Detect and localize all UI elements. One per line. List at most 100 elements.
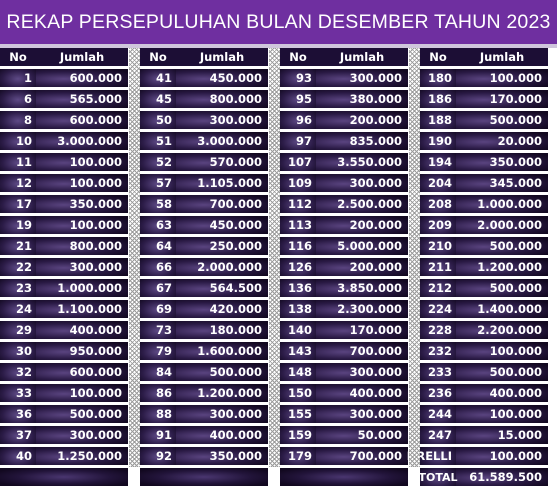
cell-no: 6 [0, 90, 36, 108]
cell-jumlah: 2.000.000 [197, 260, 262, 274]
cell-jumlah: 500.000 [69, 407, 122, 421]
cell-no: 233 [420, 363, 456, 381]
cell-no: 211 [420, 258, 456, 276]
table-row: 190 20.000 [420, 132, 548, 150]
cell-no: 86 [140, 384, 176, 402]
cell-no: 247 [420, 426, 456, 444]
cell-no: 212 [420, 279, 456, 297]
column-group-2: No Jumlah 41 450.000 45 800.000 50 300.000 51 3.0… [140, 48, 268, 486]
cell-jumlah: 1.105.000 [197, 176, 262, 190]
column-group-4: No Jumlah 180 100.000 186 170.000 188 500.000 19… [407, 48, 548, 486]
cell-jumlah: 350.000 [209, 449, 262, 463]
column-group-1: No Jumlah 1 600.000 6 565.000 8 600.000 10 3.000.… [0, 48, 128, 486]
table-row: 6 565.000 [0, 90, 128, 108]
cell-jumlah: 100.000 [69, 176, 122, 190]
cell-no: 41 [140, 69, 176, 87]
table-row: 36 500.000 [0, 405, 128, 423]
cell-jumlah: 400.000 [69, 323, 122, 337]
cell-jumlah: 800.000 [209, 92, 262, 106]
cell-jumlah: 700.000 [349, 344, 402, 358]
table-row: 37 300.000 [0, 426, 128, 444]
table-row: 107 3.550.000 [280, 153, 408, 171]
cell-jumlah: 700.000 [209, 197, 262, 211]
cell-jumlah: 400.000 [349, 386, 402, 400]
cell-no: 37 [0, 426, 36, 444]
empty-row [140, 468, 268, 486]
total-label: TOTAL [418, 468, 458, 486]
cell-jumlah: 100.000 [489, 71, 542, 85]
cell-no: 50 [140, 111, 176, 129]
table-row: 11 100.000 [0, 153, 128, 171]
table-row: 97 835.000 [280, 132, 408, 150]
table-row: 57 1.105.000 [140, 174, 268, 192]
header-no: No [429, 50, 447, 64]
cell-jumlah: 350.000 [489, 155, 542, 169]
table-row: 29 400.000 [0, 321, 128, 339]
recap-table: No Jumlah 1 600.000 6 565.000 8 600.000 10 3.000.… [0, 48, 557, 486]
cell-jumlah: 1.200.000 [197, 386, 262, 400]
table-row: 63 450.000 [140, 216, 268, 234]
table-row: 210 500.000 [420, 237, 548, 255]
table-row: 23 1.000.000 [0, 279, 128, 297]
cell-no: 112 [280, 195, 316, 213]
cell-no: 109 [280, 174, 316, 192]
cell-no: 8 [0, 111, 36, 129]
cell-no: 95 [280, 90, 316, 108]
table-row: 17 350.000 [0, 195, 128, 213]
cell-no: 1 [0, 69, 36, 87]
cell-jumlah: 1.100.000 [57, 302, 122, 316]
cell-jumlah: 420.000 [209, 302, 262, 316]
cell-no: 179 [280, 447, 316, 465]
cell-no: 224 [420, 300, 456, 318]
table-row: 51 3.000.000 [140, 132, 268, 150]
header-jumlah: Jumlah [59, 50, 105, 64]
cell-no: 45 [140, 90, 176, 108]
table-row: 232 100.000 [420, 342, 548, 360]
header-row: No Jumlah [140, 48, 268, 66]
table-row: 69 420.000 [140, 300, 268, 318]
cell-jumlah: 1.000.000 [477, 197, 542, 211]
table-row: 84 500.000 [140, 363, 268, 381]
cell-no: 97 [280, 132, 316, 150]
cell-no: 32 [0, 363, 36, 381]
table-row: 194 350.000 [420, 153, 548, 171]
cell-no: 140 [280, 321, 316, 339]
cell-no: 116 [280, 237, 316, 255]
table-row: 155 300.000 [280, 405, 408, 423]
cell-no: 126 [280, 258, 316, 276]
cell-no: 210 [420, 237, 456, 255]
title-divider [0, 44, 557, 48]
table-row: 33 100.000 [0, 384, 128, 402]
cell-no: 190 [420, 132, 456, 150]
total-value: 61.589.500 [469, 470, 542, 484]
cell-jumlah: 2.000.000 [477, 218, 542, 232]
table-row: 95 380.000 [280, 90, 408, 108]
cell-jumlah: 300.000 [349, 365, 402, 379]
table-row: 21 800.000 [0, 237, 128, 255]
cell-no: 52 [140, 153, 176, 171]
table-row: 208 1.000.000 [420, 195, 548, 213]
table-row: 180 100.000 [420, 69, 548, 87]
cell-no: 51 [140, 132, 176, 150]
cell-jumlah: 1.600.000 [197, 344, 262, 358]
cell-no: 24 [0, 300, 36, 318]
cell-jumlah: 450.000 [209, 71, 262, 85]
cell-jumlah: 100.000 [69, 386, 122, 400]
table-row: 88 300.000 [140, 405, 268, 423]
cell-no: 30 [0, 342, 36, 360]
cell-no: 66 [140, 258, 176, 276]
cell-no: 69 [140, 300, 176, 318]
table-row: 140 170.000 [280, 321, 408, 339]
cell-jumlah: 564.500 [209, 281, 262, 295]
cell-jumlah: 100.000 [489, 449, 542, 463]
cell-no: 159 [280, 426, 316, 444]
cell-no: 204 [420, 174, 456, 192]
cell-no: 17 [0, 195, 36, 213]
table-row: 45 800.000 [140, 90, 268, 108]
column-group-3: No Jumlah 93 300.000 95 380.000 96 200.000 97 835… [280, 48, 408, 486]
empty-row [280, 468, 408, 486]
table-row: 228 2.200.000 [420, 321, 548, 339]
header-row: No Jumlah [420, 48, 548, 66]
cell-jumlah: 1.200.000 [477, 260, 542, 274]
header-row: No Jumlah [280, 48, 408, 66]
